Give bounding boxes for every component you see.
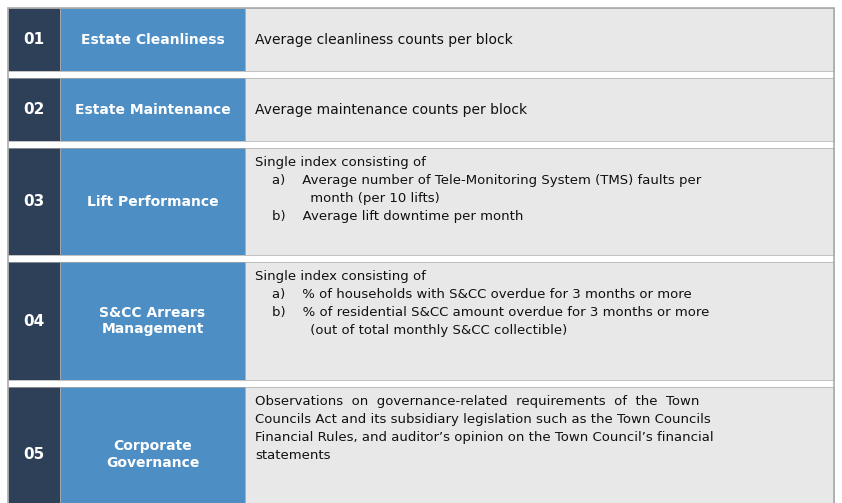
Bar [245, 8, 834, 71]
Bar [60, 148, 245, 255]
Bar [245, 387, 834, 503]
Bar [60, 8, 245, 71]
Bar [60, 387, 245, 503]
Text: Estate Maintenance: Estate Maintenance [75, 103, 231, 117]
Bar [8, 387, 60, 503]
Text: 01: 01 [24, 32, 45, 47]
Bar [8, 78, 60, 141]
Text: Single index consisting of
    a)    % of households with S&CC overdue for 3 mon: Single index consisting of a) % of house… [255, 270, 709, 337]
Text: 03: 03 [24, 194, 45, 209]
Bar [8, 387, 60, 503]
Text: S&CC Arrears
Management: S&CC Arrears Management [99, 306, 205, 336]
Bar [245, 8, 834, 71]
Text: Average cleanliness counts per block: Average cleanliness counts per block [255, 33, 513, 46]
Text: Average maintenance counts per block: Average maintenance counts per block [255, 103, 527, 117]
Text: 05: 05 [24, 447, 45, 462]
Bar [60, 8, 245, 71]
Bar [8, 262, 60, 380]
Bar [8, 71, 834, 78]
Bar [60, 262, 245, 380]
Bar [60, 262, 245, 380]
Bar [8, 255, 834, 262]
Bar [60, 387, 245, 503]
Text: 04: 04 [24, 313, 45, 328]
Bar [8, 148, 60, 255]
Bar [8, 78, 60, 141]
Bar [8, 8, 60, 71]
Bar [245, 78, 834, 141]
Bar [8, 148, 60, 255]
Bar [8, 380, 834, 387]
Bar [245, 148, 834, 255]
Text: Corporate
Governance: Corporate Governance [106, 440, 200, 470]
Bar [245, 262, 834, 380]
Bar [245, 387, 834, 503]
Bar [8, 262, 60, 380]
Bar [60, 78, 245, 141]
Text: Single index consisting of
    a)    Average number of Tele-Monitoring System (T: Single index consisting of a) Average nu… [255, 156, 701, 223]
Bar [245, 262, 834, 380]
Text: 02: 02 [24, 102, 45, 117]
Bar [60, 78, 245, 141]
Bar [245, 148, 834, 255]
Text: Lift Performance: Lift Performance [87, 195, 218, 209]
Bar [8, 8, 60, 71]
Text: Observations  on  governance-related  requirements  of  the  Town
Councils Act a: Observations on governance-related requi… [255, 395, 714, 462]
Bar [245, 78, 834, 141]
Bar [8, 141, 834, 148]
Text: Estate Cleanliness: Estate Cleanliness [81, 33, 224, 46]
Bar [60, 148, 245, 255]
